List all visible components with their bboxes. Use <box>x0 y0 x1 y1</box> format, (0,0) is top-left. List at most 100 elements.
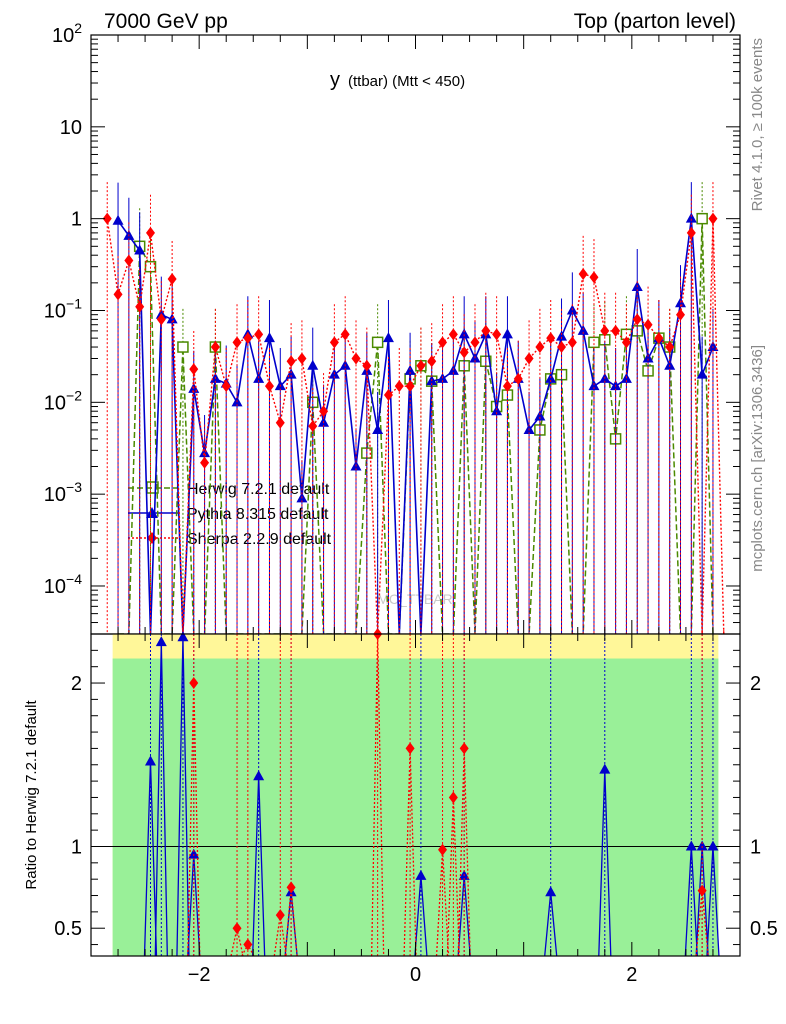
sherpa-point <box>254 328 264 341</box>
ratio-pythia-point <box>696 840 708 851</box>
main-ytick-label: 1 <box>71 209 82 231</box>
sherpa-point <box>124 254 134 267</box>
ratio-sherpa-point <box>275 909 285 922</box>
sherpa-point <box>405 380 415 393</box>
pythia-point <box>501 328 513 339</box>
main-ytick-label: 10−3 <box>44 479 82 506</box>
ratio-line <box>435 849 450 957</box>
ratio-sherpa-point <box>448 791 458 804</box>
ratio-pythia-point <box>707 840 719 851</box>
ratio-sherpa-point <box>232 922 242 935</box>
sherpa-point <box>427 355 437 368</box>
legend-label-sherpa: Sherpa 2.2.9 default <box>187 531 332 548</box>
legend-entry-pythia: Pythia 8.315 default <box>128 506 329 523</box>
sherpa-point <box>535 341 545 354</box>
pythia-point <box>642 352 654 363</box>
ratio-sherpa-point <box>189 677 199 690</box>
sherpa-point <box>676 308 686 321</box>
rivet-label: Rivet 4.1.0, ≥ 100k events <box>749 38 766 211</box>
sherpa-point <box>189 363 199 376</box>
sherpa-point <box>221 380 231 393</box>
sherpa-point <box>286 355 296 368</box>
pythia-point <box>534 410 546 421</box>
main-ytick-label: 10−4 <box>44 571 82 598</box>
sherpa-point <box>319 405 329 418</box>
ratio-pythia-point <box>685 840 697 851</box>
header-left: 7000 GeV pp <box>104 10 228 33</box>
ratio-pythia-point <box>415 869 427 880</box>
sherpa-point <box>362 359 372 372</box>
sherpa-point <box>589 271 599 284</box>
ratio-pythia-point <box>144 755 156 766</box>
series-0 <box>117 182 714 635</box>
sherpa-point <box>383 389 393 402</box>
ratio-sherpa-point <box>438 843 448 856</box>
ratio-ytick-label-left: 0.5 <box>54 918 82 940</box>
series-line-2 <box>106 218 725 635</box>
sherpa-point <box>492 328 502 341</box>
sherpa-point <box>708 212 718 225</box>
sherpa-point <box>113 288 123 301</box>
sherpa-point <box>654 332 664 345</box>
sherpa-point <box>567 336 577 349</box>
ratio-line <box>403 748 417 957</box>
sherpa-point <box>275 416 285 429</box>
legend-entry-herwig: Herwig 7.2.1 default <box>128 481 330 498</box>
series-2 <box>102 182 725 635</box>
sherpa-point <box>200 456 210 469</box>
ratio-pythia-point <box>177 631 189 642</box>
plot-title-rest: (ttbar) (Mtt < 450) <box>348 73 465 90</box>
ratio-ytick-label-left: 2 <box>71 673 82 695</box>
mcplots-label: mcplots.cern.ch [arXiv:1306.3436] <box>749 345 766 572</box>
pythia-point <box>458 328 470 339</box>
sherpa-point <box>665 341 675 354</box>
pythia-point <box>696 368 708 379</box>
ratio-line <box>446 797 461 957</box>
ratio-line <box>457 748 471 957</box>
herwig-point <box>696 212 708 225</box>
herwig-point <box>588 336 600 349</box>
main-ytick-label: 10−1 <box>44 295 82 322</box>
pythia-point <box>382 332 394 343</box>
ratio-pythia-point <box>545 886 557 897</box>
sherpa-point <box>232 336 242 349</box>
sherpa-point <box>416 359 426 372</box>
sherpa-point <box>156 313 166 326</box>
main-panel: 102 10 1 10−1 10−2 10−3 10−4 <box>44 20 741 635</box>
sherpa-point <box>264 380 274 393</box>
pythia-point <box>685 212 697 223</box>
ratio-ytick-label-right: 0.5 <box>750 918 778 940</box>
pythia-point <box>307 359 319 370</box>
pythia-point <box>577 324 589 335</box>
pythia-point <box>372 423 384 434</box>
sherpa-point <box>135 300 145 313</box>
legend-entry-sherpa: Sherpa 2.2.9 default <box>128 531 332 548</box>
ratio-band-green <box>112 658 719 956</box>
sherpa-point <box>643 318 653 331</box>
sherpa-point <box>448 328 458 341</box>
pythia-point <box>556 330 568 341</box>
ratio-sherpa-point <box>243 938 253 951</box>
ratio-sherpa-point <box>405 742 415 755</box>
plot-title-main: y <box>330 69 340 91</box>
sherpa-point <box>632 313 642 326</box>
ratio-pythia-point <box>155 636 167 647</box>
pythia-point <box>263 332 275 343</box>
header-right: Top (parton level) <box>574 10 736 33</box>
ratio-xtick-label: −2 <box>188 964 211 986</box>
ratio-ytick-label-right: 2 <box>750 673 761 695</box>
ratio-xtick-label: 2 <box>626 964 637 986</box>
pythia-point <box>285 368 297 379</box>
plot-title: y (ttbar) (Mtt < 450) <box>330 69 465 91</box>
sherpa-point <box>459 346 469 359</box>
sherpa-point <box>600 324 610 337</box>
sherpa-point <box>546 332 556 345</box>
pythia-point <box>664 359 676 370</box>
series-line-1 <box>117 218 714 635</box>
herwig-point <box>371 336 384 349</box>
main-ytick-label: 102 <box>52 20 82 47</box>
ratio-pythia-point <box>253 770 265 781</box>
sherpa-point <box>340 328 350 341</box>
herwig-point <box>177 341 189 353</box>
